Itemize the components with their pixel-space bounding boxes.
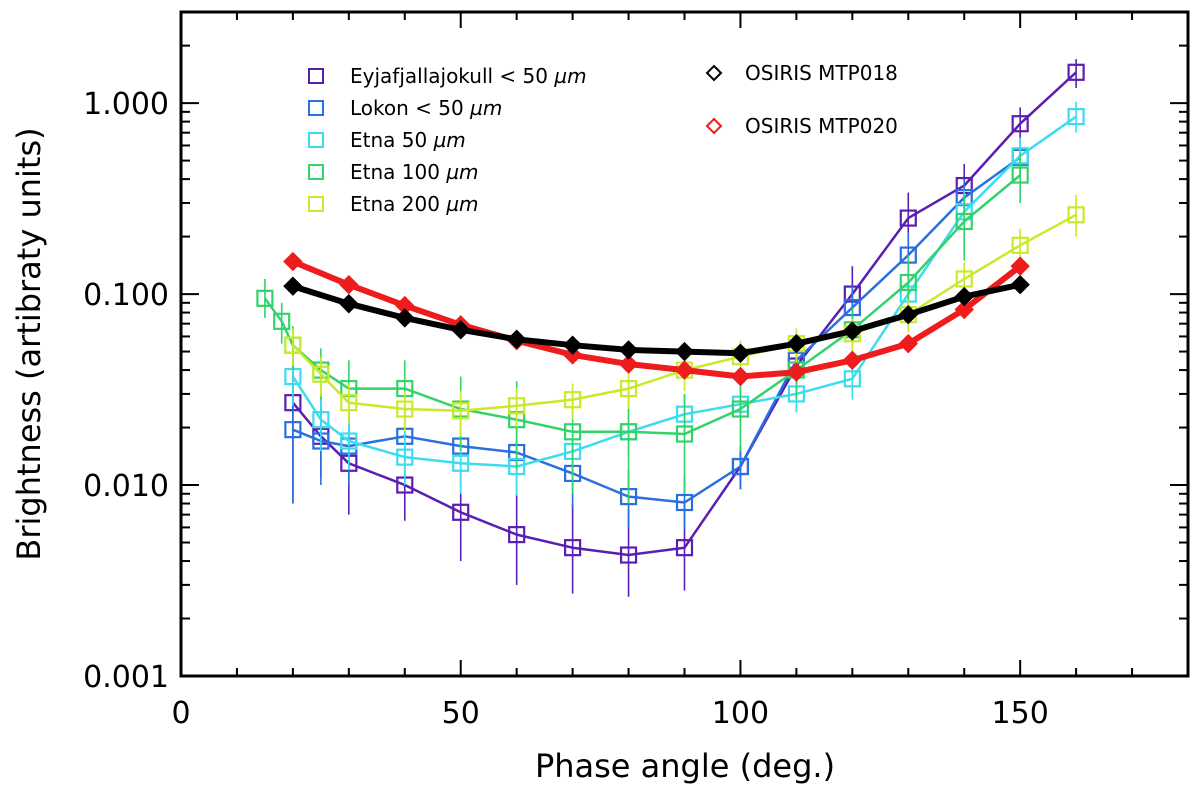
legend-label: Etna 100 µm [350, 160, 479, 184]
data-point [283, 276, 303, 296]
data-point [619, 423, 638, 441]
series-layer [256, 59, 1085, 597]
data-point [786, 333, 807, 354]
data-point [1011, 166, 1029, 184]
data-point [1067, 107, 1085, 126]
x-axis-title: Phase angle (deg.) [535, 747, 835, 785]
data-point [564, 391, 582, 409]
data-point [1067, 63, 1085, 81]
data-point [508, 397, 526, 415]
data-point [1067, 206, 1085, 224]
data-point [340, 394, 358, 412]
data-point [508, 526, 526, 544]
legend-label: Eyjafjallajokull < 50 µm [350, 64, 587, 88]
data-point [898, 304, 918, 325]
x-tick-label: 0 [171, 696, 190, 731]
data-point [843, 370, 861, 388]
data-point [452, 454, 470, 472]
data-point [674, 341, 695, 362]
legend-label: Lokon < 50 µm [350, 96, 502, 120]
legend-symbol [705, 117, 723, 135]
y-axis-title: Brightness (artibraty units) [10, 127, 48, 560]
data-point [955, 270, 973, 288]
data-point [564, 423, 582, 441]
data-point [452, 503, 470, 521]
data-point [340, 432, 358, 450]
axis-tick-labels: 0 50 100 150 0.001 0.010 0.100 1.000 [83, 87, 1049, 731]
series-osiris-mtp020 [283, 251, 1030, 387]
y-tick-label: 0.100 [83, 278, 169, 313]
axis-ticks [180, 11, 1188, 677]
legend: Eyjafjallajokull < 50 µm Lokon < 50 µm Etn… [308, 61, 898, 216]
data-point [786, 362, 807, 382]
data-point [730, 343, 751, 363]
legend-label: Etna 200 µm [350, 192, 479, 216]
data-point [284, 421, 302, 439]
data-point [451, 320, 471, 340]
data-point [899, 273, 917, 292]
data-point [899, 209, 917, 227]
data-point [618, 340, 639, 360]
data-point [1011, 236, 1029, 254]
legend-symbol [308, 100, 324, 116]
x-tick-label: 150 [992, 696, 1049, 731]
series-line [292, 281, 1021, 357]
data-point [675, 539, 694, 557]
x-tick-label: 100 [712, 696, 769, 731]
series-line [291, 71, 1077, 557]
data-point [312, 365, 330, 383]
legend-symbol [308, 164, 324, 180]
data-point [674, 360, 695, 380]
data-point [312, 411, 330, 429]
series-line [291, 213, 1077, 412]
legend-label: OSIRIS MTP020 [745, 114, 898, 138]
data-point [730, 366, 751, 387]
data-point [283, 251, 303, 272]
y-tick-label: 0.010 [83, 469, 169, 504]
data-point [452, 402, 470, 420]
x-tick-label: 50 [442, 696, 480, 731]
data-point [284, 336, 302, 354]
data-point [339, 294, 359, 314]
data-point [618, 354, 639, 374]
series-line [291, 258, 1023, 380]
data-point [955, 212, 973, 231]
data-point [675, 493, 694, 512]
data-point [731, 457, 750, 476]
legend-label: OSIRIS MTP018 [745, 61, 898, 85]
data-point [562, 345, 583, 365]
data-point [396, 448, 414, 466]
data-point [842, 350, 863, 371]
data-point [339, 274, 359, 295]
data-point [562, 335, 583, 355]
y-tick-label: 1.000 [83, 87, 169, 122]
legend-symbol [308, 132, 324, 148]
data-point [506, 329, 527, 349]
data-point [256, 289, 274, 307]
series-osiris-mtp018 [283, 274, 1030, 363]
data-point [898, 333, 918, 354]
legend-symbol [705, 64, 723, 82]
data-point [1011, 115, 1029, 133]
data-point [675, 425, 694, 443]
legend-symbol [308, 68, 324, 84]
series-line [263, 174, 1021, 436]
data-point [1010, 274, 1030, 295]
data-point [619, 379, 638, 398]
data-point [842, 321, 863, 341]
data-point [273, 312, 291, 330]
data-point [619, 546, 638, 564]
data-point [564, 539, 582, 557]
data-point [954, 286, 974, 307]
data-point [395, 308, 415, 328]
data-point [396, 400, 414, 418]
data-point [731, 400, 750, 418]
series-etna-200-m [284, 195, 1085, 437]
legend-label: Etna 50 µm [350, 128, 466, 152]
data-point [954, 299, 974, 320]
y-tick-label: 0.001 [83, 660, 169, 695]
legend-symbol [308, 196, 324, 212]
